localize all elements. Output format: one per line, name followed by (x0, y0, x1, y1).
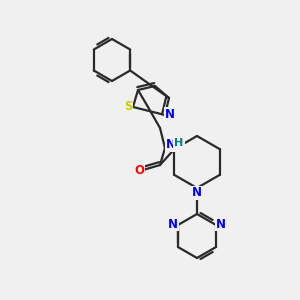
Text: N: N (165, 107, 175, 121)
Text: N: N (168, 218, 178, 230)
Text: N: N (192, 187, 202, 200)
Text: S: S (124, 100, 132, 113)
Text: N: N (216, 218, 226, 230)
Text: N: N (166, 139, 176, 152)
Text: O: O (134, 164, 144, 176)
Text: H: H (174, 138, 184, 148)
